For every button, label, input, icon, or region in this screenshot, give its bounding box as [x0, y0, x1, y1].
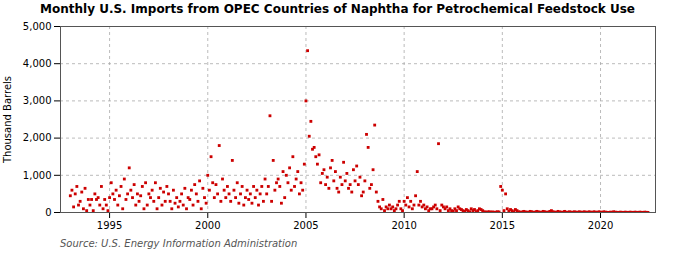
svg-text:3,000: 3,000 — [23, 95, 52, 106]
svg-text:2015: 2015 — [490, 220, 515, 231]
svg-text:0: 0 — [45, 207, 51, 218]
svg-text:Thousand Barrels: Thousand Barrels — [2, 76, 13, 164]
svg-text:2005: 2005 — [293, 220, 318, 231]
html-text:Monthly U.S. Imports from OPEC: Monthly U.S. Imports from OPEC Countries… — [40, 2, 635, 16]
svg-text:2010: 2010 — [391, 220, 416, 231]
svg-text:2020: 2020 — [588, 220, 613, 231]
svg-text:1,000: 1,000 — [23, 170, 52, 181]
svg-text:4,000: 4,000 — [23, 58, 52, 69]
svg-text:5,000: 5,000 — [23, 21, 52, 32]
svg-text:2000: 2000 — [195, 220, 220, 231]
svg-text:2,000: 2,000 — [23, 132, 52, 143]
svg-text:1995: 1995 — [97, 220, 122, 231]
html-text:Source: U.S. Energy Informatio: Source: U.S. Energy Information Administ… — [60, 238, 298, 249]
